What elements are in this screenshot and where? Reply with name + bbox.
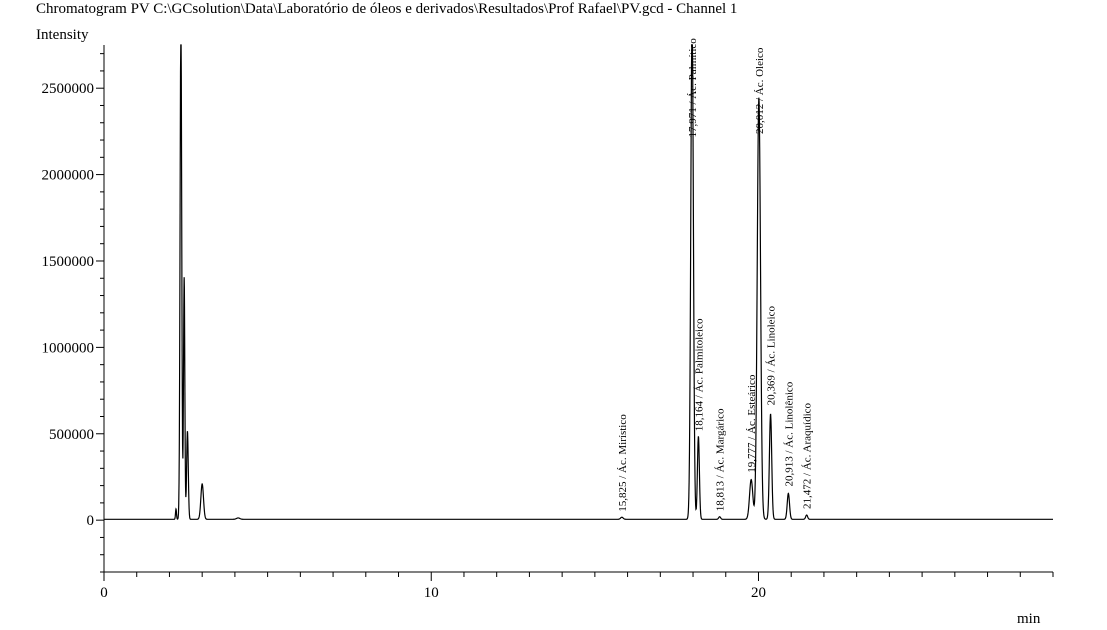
axes — [103, 45, 1053, 573]
peak-annotation: 17,971 / Ác. Palmítico — [687, 38, 699, 138]
peak-annotation: 18,164 / Ác. Palmitoleico — [693, 318, 705, 431]
ticks: 0 500000 1000000 1500000 2000000 2500000 0 10 20 — [42, 53, 1054, 601]
y-axis-label: Intensity — [36, 27, 89, 43]
chart-title: Chromatogram PV C:\GCsolution\Data\Labor… — [36, 1, 738, 17]
y-tick-label: 0 — [87, 513, 95, 529]
x-tick-label: 0 — [100, 585, 108, 601]
peak-annotation: 20,369 / Ác. Linoleico — [766, 306, 778, 406]
peak-annotation: 18,813 / Ác. Margárico — [715, 408, 727, 511]
peak-annotation: 15,825 / Ác. Mirístico — [617, 414, 629, 512]
y-tick-label: 500000 — [49, 427, 94, 443]
peak-labels: 15,825 / Ác. Mirístico 17,971 / Ác. Palmí… — [617, 38, 814, 512]
y-tick-label: 2500000 — [42, 81, 95, 97]
x-tick-label: 20 — [751, 585, 766, 601]
y-tick-label: 2000000 — [42, 168, 95, 184]
chromatogram-trace — [104, 44, 1053, 520]
peak-annotation: 19,777 / Ác. Esteárico — [746, 374, 758, 473]
y-tick-label: 1500000 — [42, 254, 95, 270]
peak-annotation: 20,913 / Ác. Linolênico — [783, 381, 795, 486]
trace — [104, 44, 1053, 520]
y-tick-label: 1000000 — [42, 340, 95, 356]
x-axis-label: min — [1017, 611, 1041, 627]
x-tick-label: 10 — [424, 585, 439, 601]
peak-annotation: 20,012 / Ác. Oleico — [754, 47, 766, 134]
peak-annotation: 21,472 / Ác. Araquídico — [802, 402, 814, 509]
